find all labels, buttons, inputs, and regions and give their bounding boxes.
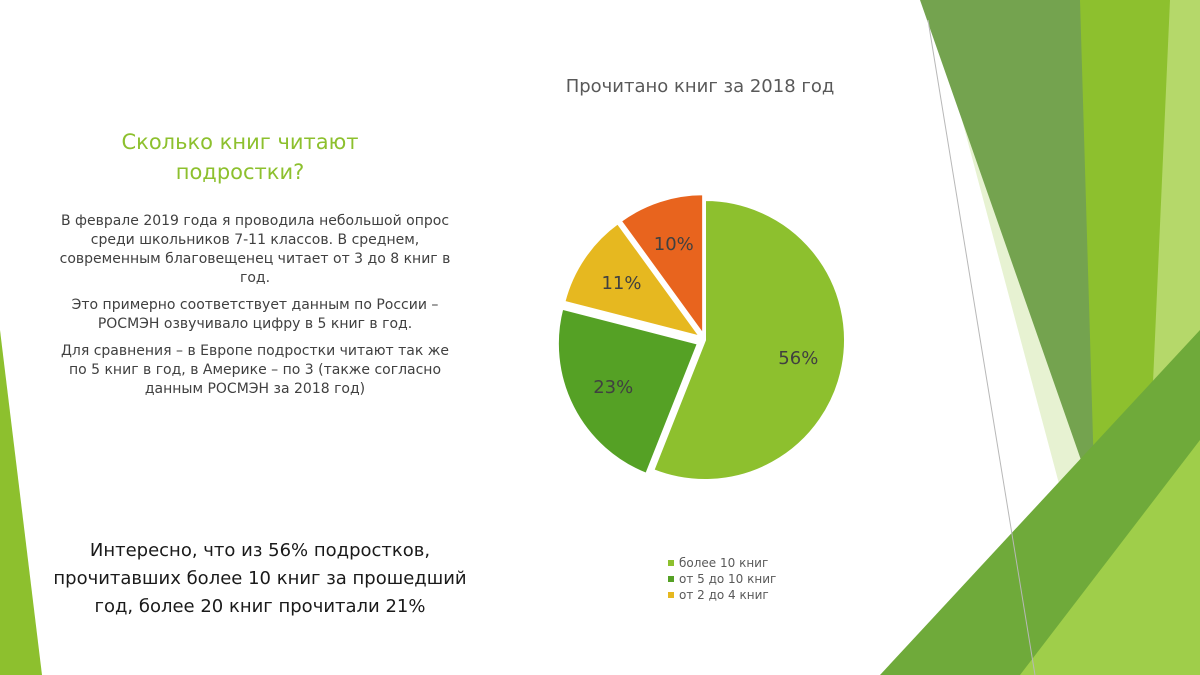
deco-thin-line bbox=[927, 19, 1036, 675]
body-paragraph-1: В феврале 2019 года я проводила небольшо… bbox=[59, 213, 451, 286]
chart-legend: более 10 книг от 5 до 10 книг от 2 до 4 кн… bbox=[668, 555, 776, 603]
body-paragraph-2: Это примерно соответствует данным по Рос… bbox=[71, 297, 439, 332]
pie-slice-2 bbox=[556, 307, 700, 476]
legend-swatch bbox=[668, 592, 674, 598]
body-paragraph-3: Для сравнения – в Европе подростки читаю… bbox=[60, 343, 450, 397]
deco-left-sliver bbox=[0, 330, 42, 675]
deco-right-lower-light bbox=[1020, 440, 1200, 675]
slide-title-line-2: подростки? bbox=[175, 160, 305, 184]
legend-label: более 10 книг bbox=[679, 556, 769, 570]
legend-item-1: более 10 книг bbox=[668, 555, 776, 571]
pie-data-label-2: 23% bbox=[593, 377, 633, 398]
pie-slice-4 bbox=[619, 193, 705, 338]
highlight-text: Интересно, что из 56% подростков, прочит… bbox=[53, 540, 467, 617]
legend-label: от 5 до 10 книг bbox=[679, 572, 777, 586]
legend-item-3: от 2 до 4 книг bbox=[668, 587, 776, 603]
slide-title-line-1: Сколько книг читают bbox=[121, 130, 359, 154]
pie-data-label-4: 10% bbox=[654, 234, 694, 255]
legend-swatch bbox=[668, 560, 674, 566]
legend-label: от 2 до 4 книг bbox=[679, 588, 769, 602]
chart-title: Прочитано книг за 2018 год bbox=[565, 76, 835, 97]
pie-chart: 56% 23% 11% 10% bbox=[556, 193, 846, 481]
body-text: В феврале 2019 года я проводила небольшо… bbox=[55, 212, 455, 407]
pie-slice-3 bbox=[563, 221, 703, 339]
pie-slice-1 bbox=[652, 198, 846, 481]
pie-data-label-3: 11% bbox=[601, 273, 641, 294]
pie-data-label-1: 56% bbox=[778, 348, 818, 369]
legend-swatch bbox=[668, 576, 674, 582]
legend-item-2: от 5 до 10 книг bbox=[668, 571, 776, 587]
slide-title: Сколько книг читают подростки? bbox=[80, 127, 400, 187]
deco-right-upper-dark bbox=[920, 0, 1130, 520]
